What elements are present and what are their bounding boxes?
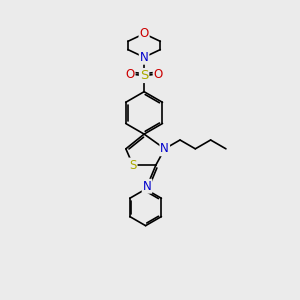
Text: N: N [143, 180, 152, 193]
Text: N: N [140, 51, 148, 64]
Text: O: O [140, 27, 149, 40]
Text: S: S [129, 158, 137, 172]
Text: O: O [125, 68, 135, 80]
Text: N: N [160, 142, 169, 155]
Text: O: O [154, 68, 163, 80]
Text: S: S [140, 69, 148, 82]
